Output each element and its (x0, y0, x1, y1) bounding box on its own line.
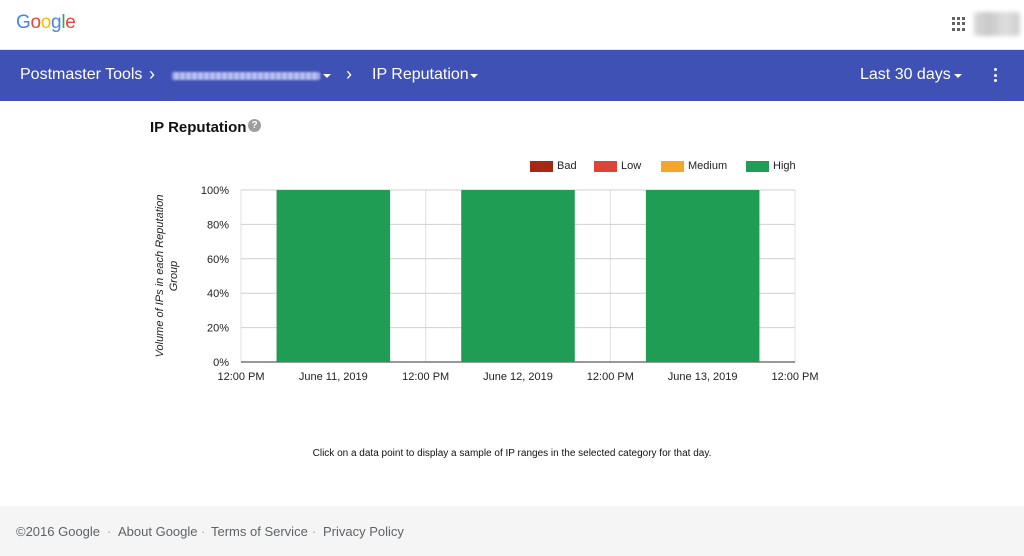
footer-separator: · (107, 524, 112, 539)
legend-swatch-low[interactable] (594, 161, 617, 172)
logo-letter: e (65, 12, 76, 33)
dashboard-dropdown-caret-icon[interactable] (470, 74, 478, 78)
footer: ©2016 Google · About Google · Terms of S… (0, 506, 1024, 556)
x-tick-label: 12:00 PM (217, 371, 264, 383)
legend-swatch-bad[interactable] (530, 161, 553, 172)
x-tick-label: 12:00 PM (587, 371, 634, 383)
google-top-bar: Google (0, 0, 1024, 50)
footer-link-privacy[interactable]: Privacy Policy (323, 524, 404, 539)
app-title[interactable]: Postmaster Tools (20, 66, 143, 83)
legend-label-bad[interactable]: Bad (557, 160, 577, 172)
breadcrumb-chevron-icon: › (346, 64, 352, 84)
y-tick-label: 0% (213, 357, 229, 369)
bar-high-1[interactable] (276, 190, 391, 362)
y-axis-label: Volume of IPs in each Reputation (154, 195, 166, 358)
legend-label-high[interactable]: High (773, 160, 796, 172)
google-logo[interactable]: Google (16, 12, 76, 34)
x-tick-label: June 12, 2019 (483, 371, 553, 383)
logo-letter: g (51, 12, 62, 33)
footer-separator: · (312, 524, 317, 539)
dashboard-selector[interactable]: IP Reputation (372, 66, 469, 83)
bar-high-2[interactable] (461, 190, 575, 362)
date-range-selector[interactable]: Last 30 days (860, 66, 951, 83)
legend-swatch-high[interactable] (746, 161, 769, 172)
account-avatar-redacted[interactable] (974, 12, 1020, 36)
logo-letter: G (16, 12, 31, 33)
x-tick-label: 12:00 PM (771, 371, 818, 383)
legend-label-medium[interactable]: Medium (688, 160, 728, 172)
x-tick-label: June 11, 2019 (299, 371, 368, 383)
bar-high-3[interactable] (645, 190, 760, 362)
ip-reputation-chart: 0% 20% 40% 60% 80% 100% 12:00 PM June 11, 2019 1… (154, 185, 819, 383)
footer-separator: · (201, 524, 206, 539)
y-tick-label: 40% (207, 288, 229, 300)
legend-swatch-medium[interactable] (661, 161, 684, 172)
date-range-caret-icon[interactable] (954, 74, 962, 78)
x-tick-label: June 13, 2019 (668, 371, 738, 383)
x-tick-label: 12:00 PM (402, 371, 449, 383)
page-title: IP Reputation (150, 119, 247, 136)
footer-link-terms[interactable]: Terms of Service (211, 524, 308, 539)
footer-link-about[interactable]: About Google (118, 524, 198, 539)
domain-selector-redacted[interactable] (172, 72, 320, 80)
footer-copyright: ©2016 Google (16, 524, 101, 539)
logo-letter: o (30, 12, 41, 33)
y-tick-label: 60% (207, 254, 229, 266)
logo-letter: l (61, 12, 66, 33)
help-icon[interactable]: ? (248, 119, 261, 132)
y-axis-label-line2: Group (168, 261, 180, 292)
chart-hint-text: Click on a data point to display a sampl… (312, 448, 712, 459)
more-vert-icon[interactable] (993, 68, 999, 84)
logo-letter: o (40, 12, 52, 33)
legend-label-low[interactable]: Low (621, 160, 642, 172)
apps-grid-icon[interactable] (952, 17, 966, 31)
y-tick-label: 80% (207, 219, 229, 231)
app-nav-bar: Postmaster Tools › › IP Reputation Last … (0, 50, 1024, 101)
breadcrumb-chevron-icon: › (149, 64, 155, 84)
domain-dropdown-caret-icon[interactable] (323, 74, 331, 78)
y-tick-label: 20% (207, 323, 229, 335)
y-tick-label: 100% (201, 185, 229, 197)
